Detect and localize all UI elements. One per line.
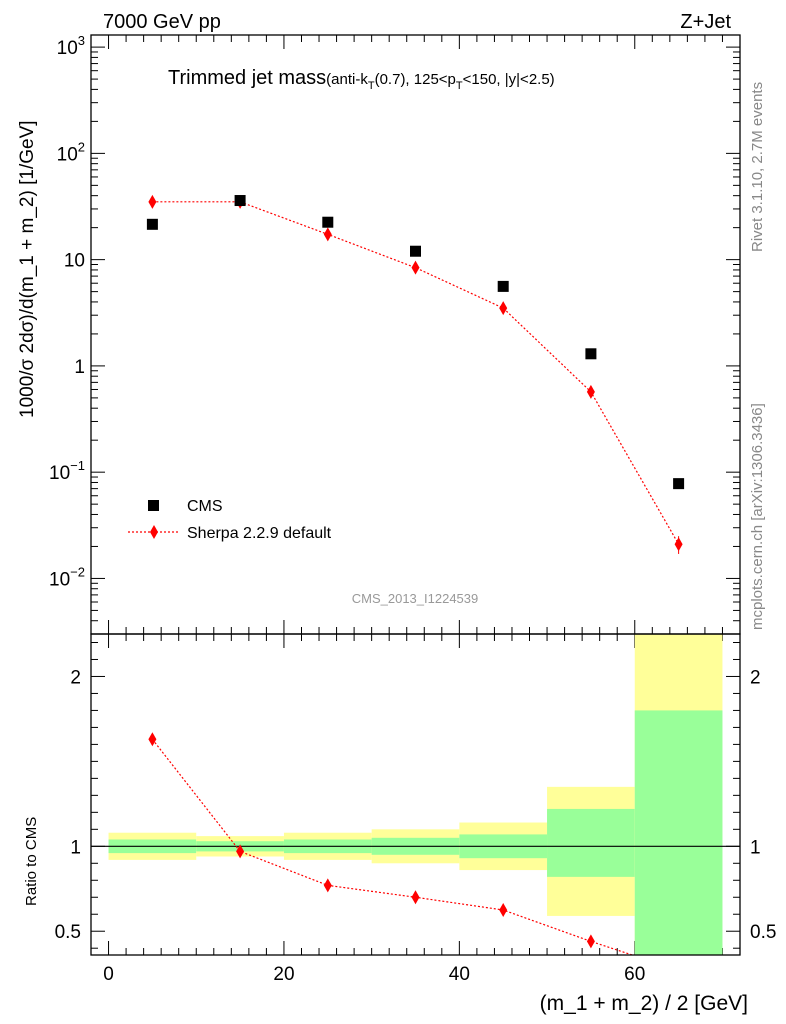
x-tick-label: 60 — [624, 964, 645, 985]
analysis-watermark: CMS_2013_I1224539 — [352, 591, 479, 606]
ratio-y-tick-label-right: 1 — [750, 837, 761, 858]
main-y-axis-label: 1000/σ 2dσ)/d(m_1 + m_2) [1/GeV] — [17, 120, 38, 418]
ratio-y-tick-label: 2 — [70, 667, 81, 688]
ratio-sherpa-point — [411, 890, 420, 905]
ratio-sherpa-point — [323, 878, 332, 893]
x-tick-label: 0 — [103, 964, 114, 985]
cms-point — [585, 348, 597, 360]
cms-point — [673, 478, 685, 490]
ratio-band-inner — [634, 710, 723, 955]
main-panel: 10−2 10−1 1 10 102 103 — [49, 33, 740, 635]
ratio-band-inner — [547, 808, 635, 877]
ratio-y-axis-label: Ratio to CMS — [23, 817, 40, 906]
sherpa-point — [148, 194, 157, 209]
main-y-tick-label: 1 — [74, 357, 85, 378]
ratio-sherpa-point — [586, 934, 595, 949]
sherpa-point — [586, 384, 595, 399]
cms-point — [234, 195, 246, 207]
ratio-y-tick-label-right: 0.5 — [750, 922, 776, 943]
ratio-y-tick-label: 0.5 — [55, 922, 81, 943]
legend-sherpa-label: Sherpa 2.2.9 default — [187, 525, 332, 542]
header-right: Z+Jet — [680, 11, 731, 33]
rivet-side-label: Rivet 3.1.10, 2.7M events — [749, 82, 766, 252]
sherpa-point — [499, 301, 508, 316]
x-axis-label: (m_1 + m_2) / 2 [GeV] — [540, 992, 748, 1015]
x-tick-label: 20 — [273, 964, 294, 985]
ratio-sherpa-point — [236, 844, 245, 859]
legend-cms-marker — [148, 500, 159, 511]
main-y-tick-label: 10−2 — [49, 564, 85, 590]
x-tick-label: 40 — [449, 964, 470, 985]
ratio-panel: 0 20 40 60 0.5 0.5 1 1 2 2 — [55, 634, 776, 985]
cms-point — [497, 280, 509, 292]
sherpa-point — [323, 227, 332, 242]
legend-cms-label: CMS — [187, 498, 223, 515]
cms-point — [322, 216, 334, 228]
ratio-y-tick-label-right: 2 — [750, 667, 761, 688]
main-y-tick-label: 102 — [57, 139, 85, 165]
main-frame — [90, 34, 741, 635]
main-y-tick-label: 10−1 — [49, 458, 85, 484]
ratio-y-tick-label: 1 — [70, 837, 81, 858]
cms-point — [410, 245, 421, 257]
ratio-sherpa-point — [499, 902, 508, 917]
main-y-tick-label: 103 — [57, 33, 85, 59]
cms-point — [146, 218, 158, 230]
ratio-sherpa-point — [148, 732, 157, 747]
main-y-tick-label: 10 — [64, 251, 85, 272]
ratio-series-group — [148, 732, 635, 955]
header-left: 7000 GeV pp — [103, 11, 221, 33]
plot-title: Trimmed jet mass(anti-kT(0.7), 125<pT<15… — [168, 67, 555, 92]
ratio-frame — [90, 633, 741, 956]
sherpa-point — [411, 260, 420, 275]
legend-sherpa-marker — [150, 525, 158, 539]
mcplots-side-label: mcplots.cern.ch [arXiv:1306.3436] — [749, 403, 766, 630]
sherpa-point — [674, 537, 683, 552]
